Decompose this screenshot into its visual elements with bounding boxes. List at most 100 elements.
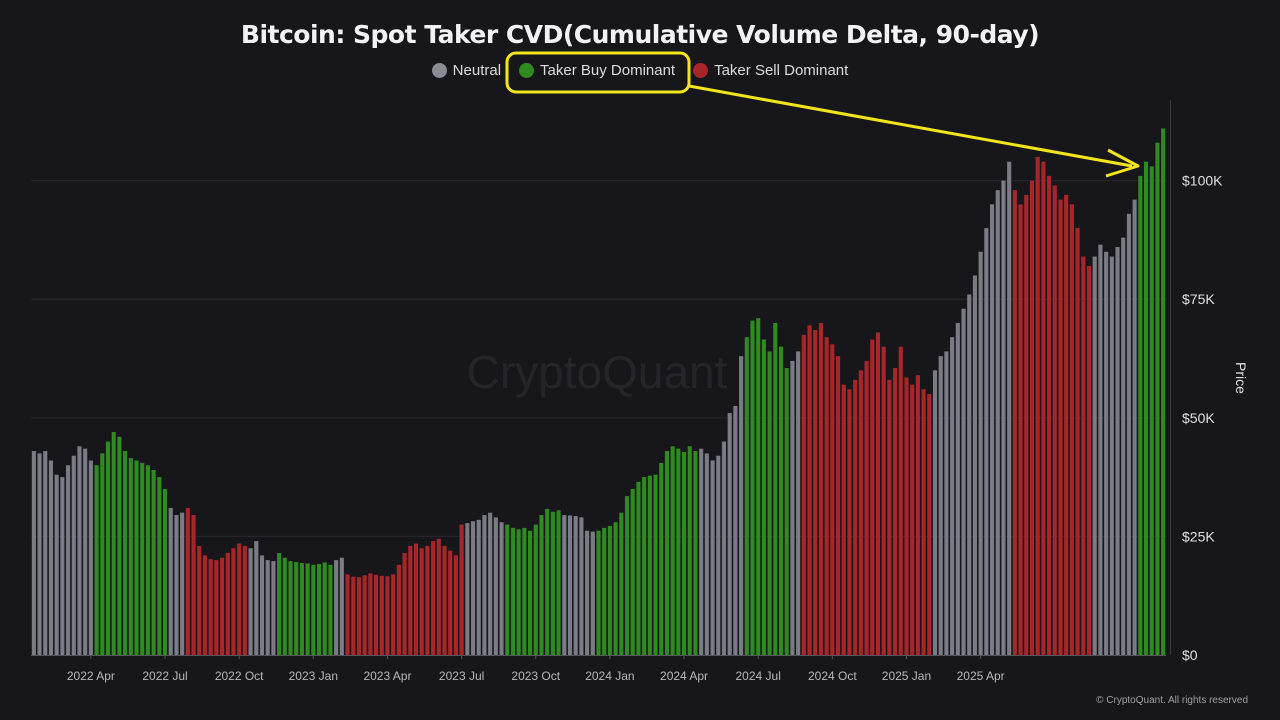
bar-taker-sell-dominant [921,389,926,655]
bar-taker-sell-dominant [1069,204,1074,656]
bar-neutral [995,190,1000,655]
bar-taker-buy-dominant [117,436,122,655]
bar-neutral [938,356,943,655]
bar-taker-sell-dominant [225,553,230,655]
bar-taker-buy-dominant [288,561,293,655]
bar-taker-sell-dominant [1075,228,1080,655]
bar-taker-sell-dominant [1052,185,1057,655]
bar-taker-sell-dominant [853,379,858,655]
bar-neutral [1098,244,1103,655]
bar-neutral [699,448,704,655]
bar-taker-sell-dominant [1024,194,1029,655]
bar-neutral [567,515,573,655]
bar-neutral [43,451,48,655]
bar-taker-buy-dominant [522,527,527,655]
bar-taker-buy-dominant [664,451,669,655]
bar-neutral [1104,251,1109,656]
bar-taker-sell-dominant [442,545,447,655]
y-tick-label: $0 [1182,647,1198,663]
y-tick-label: $25K [1182,528,1215,544]
bar-taker-sell-dominant [1086,266,1092,655]
bar-taker-sell-dominant [807,325,812,655]
bar-taker-buy-dominant [744,337,749,655]
bar-taker-buy-dominant [642,477,647,655]
bar-neutral [180,512,185,655]
bar-taker-buy-dominant [630,488,635,655]
bar-taker-buy-dominant [294,562,299,655]
bar-taker-sell-dominant [374,574,379,655]
bar-taker-buy-dominant [1161,128,1166,655]
bar-taker-sell-dominant [368,573,373,655]
bar-taker-sell-dominant [419,548,424,655]
bar-taker-buy-dominant [316,563,322,655]
bar-taker-sell-dominant [1058,199,1063,655]
bar-neutral [66,465,71,655]
bar-taker-sell-dominant [459,524,464,655]
bar-taker-sell-dominant [220,557,225,655]
bar-taker-sell-dominant [881,346,886,655]
bar-neutral [1001,180,1006,655]
bar-taker-buy-dominant [659,462,664,655]
bar-taker-buy-dominant [750,320,755,655]
bar-neutral [31,451,36,655]
bar-taker-buy-dominant [545,508,550,655]
bar-taker-buy-dominant [134,460,139,655]
bar-taker-buy-dominant [94,465,99,655]
bar-taker-sell-dominant [818,322,823,655]
bar-neutral [168,507,173,655]
bar-taker-sell-dominant [813,330,818,655]
bar-taker-sell-dominant [345,574,350,655]
bar-taker-sell-dominant [1018,204,1023,656]
bar-taker-buy-dominant [607,525,612,655]
bar-taker-buy-dominant [613,522,618,655]
bar-neutral [1007,161,1012,656]
bar-neutral [967,294,972,655]
bar-taker-sell-dominant [231,548,236,655]
bar-taker-buy-dominant [140,462,145,655]
bar-taker-sell-dominant [202,555,208,655]
bar-taker-sell-dominant [1041,161,1046,656]
bar-taker-buy-dominant [756,318,761,655]
bar-taker-buy-dominant [505,524,510,655]
bar-taker-sell-dominant [858,370,863,655]
bar-taker-buy-dominant [653,474,658,655]
bar-taker-sell-dominant [841,384,846,655]
bar-neutral [88,460,93,655]
bar-neutral [972,275,977,655]
bar-taker-buy-dominant [305,563,310,655]
bar-taker-sell-dominant [425,545,430,655]
arrow-line [688,84,1133,168]
bar-neutral [470,521,476,655]
bar-neutral [77,446,82,655]
y-tick-label: $50K [1182,410,1215,426]
bar-taker-buy-dominant [778,346,784,655]
bar-taker-sell-dominant [1029,180,1035,655]
bar-neutral [716,455,721,655]
bar-taker-sell-dominant [351,576,356,655]
bar-taker-sell-dominant [875,332,881,655]
bar-taker-buy-dominant [636,481,641,655]
bar-taker-sell-dominant [402,553,407,655]
legend-item-neutral[interactable]: Neutral [431,62,501,79]
bar-taker-buy-dominant [311,564,316,655]
bar-taker-sell-dominant [870,339,875,655]
annotation-layer [505,51,1140,178]
bar-neutral [482,515,487,655]
bar-taker-buy-dominant [670,446,675,655]
bar-taker-sell-dominant [237,543,242,655]
legend-dot-taker-buy [519,63,535,78]
x-tick-label: 2025 Apr [957,669,1005,683]
bar-taker-sell-dominant [191,515,196,655]
bar-neutral [955,322,960,655]
bar-neutral [1115,247,1120,656]
bar-neutral [271,561,276,655]
bar-taker-buy-dominant [773,322,778,655]
x-tick-label: 2023 Jul [439,669,484,683]
bar-neutral [978,251,983,656]
x-tick-label: 2022 Oct [215,669,264,683]
legend-item-taker-buy[interactable]: Taker Buy Dominant [519,62,675,79]
bar-taker-buy-dominant [145,465,150,655]
bar-neutral [37,453,42,655]
legend-item-taker-sell[interactable]: Taker Sell Dominant [693,62,848,79]
bar-taker-sell-dominant [431,541,436,655]
